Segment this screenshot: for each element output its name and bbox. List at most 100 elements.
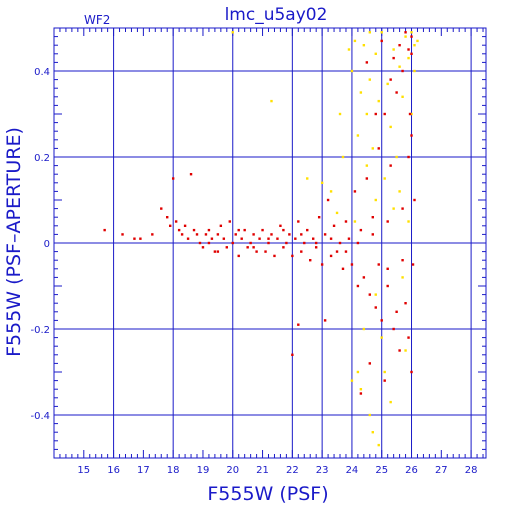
data-point xyxy=(362,276,366,279)
data-point xyxy=(350,263,354,266)
data-point xyxy=(374,198,377,202)
data-point xyxy=(410,31,413,34)
data-point xyxy=(282,228,285,232)
data-point xyxy=(362,44,366,47)
data-point xyxy=(338,241,342,245)
data-point xyxy=(335,250,339,253)
data-point xyxy=(416,39,419,43)
data-point xyxy=(314,246,318,249)
data-point xyxy=(356,134,360,137)
y-tick-label: 0 xyxy=(44,239,50,250)
y-tick-label: -0.2 xyxy=(30,325,50,336)
x-tick-labels: 15 16 17 18 19 20 21 22 23 24 25 26 27 28 xyxy=(77,465,477,476)
data-point xyxy=(398,349,401,352)
data-point xyxy=(411,263,415,266)
data-point xyxy=(410,112,413,116)
data-point xyxy=(386,284,389,288)
x-axis-title: F555W (PSF) xyxy=(207,483,328,505)
data-point xyxy=(312,237,315,240)
data-point xyxy=(377,443,380,447)
data-point xyxy=(410,134,413,137)
data-point xyxy=(237,254,240,258)
data-point xyxy=(353,190,357,193)
data-point xyxy=(383,370,386,374)
data-point xyxy=(410,52,413,55)
data-point xyxy=(365,112,369,116)
data-point xyxy=(261,228,264,232)
data-point xyxy=(356,370,360,374)
data-point xyxy=(177,228,181,232)
data-point xyxy=(282,246,285,249)
data-point xyxy=(270,99,273,103)
data-point xyxy=(389,400,392,404)
data-point xyxy=(326,198,330,202)
data-point xyxy=(264,250,267,253)
data-point xyxy=(386,267,389,270)
data-point xyxy=(231,31,234,34)
data-point xyxy=(383,112,386,116)
data-point xyxy=(398,190,401,193)
data-point xyxy=(151,233,154,236)
data-point xyxy=(252,233,255,236)
data-point xyxy=(353,39,357,43)
data-point xyxy=(225,246,228,249)
x-tick-label: 20 xyxy=(226,465,239,476)
data-point xyxy=(389,164,392,167)
data-point xyxy=(204,233,208,236)
x-tick-label: 23 xyxy=(316,465,329,476)
data-point xyxy=(210,237,214,240)
data-point xyxy=(341,267,345,270)
data-point xyxy=(359,388,363,391)
data-point xyxy=(198,241,202,245)
x-tick-label: 24 xyxy=(346,465,359,476)
x-tick-label: 17 xyxy=(137,465,150,476)
data-point xyxy=(323,319,327,322)
data-point xyxy=(166,216,169,219)
data-point xyxy=(297,220,300,223)
data-point xyxy=(395,91,398,94)
data-point xyxy=(103,228,106,232)
x-tick-label: 22 xyxy=(286,465,299,476)
data-point xyxy=(368,413,372,417)
data-point xyxy=(306,228,309,232)
data-point xyxy=(276,237,279,240)
data-point xyxy=(303,241,306,245)
data-point xyxy=(389,78,392,81)
x-tick-label: 18 xyxy=(167,465,180,476)
data-point xyxy=(401,95,404,98)
data-point xyxy=(371,431,374,434)
data-point xyxy=(398,65,401,68)
data-point xyxy=(171,177,175,180)
data-point xyxy=(407,336,410,339)
data-point xyxy=(243,228,246,232)
data-point xyxy=(329,190,333,193)
data-point xyxy=(231,241,234,245)
data-point xyxy=(189,173,193,176)
x-tick-label: 28 xyxy=(465,465,478,476)
chart-subtitle: WF2 xyxy=(84,13,110,27)
data-point xyxy=(371,216,374,219)
data-point xyxy=(395,155,398,159)
data-point xyxy=(377,99,380,103)
data-point xyxy=(401,69,404,73)
data-point xyxy=(252,246,255,249)
plot-frame xyxy=(53,27,487,459)
x-tick-label: 19 xyxy=(197,465,210,476)
data-point xyxy=(329,254,333,258)
data-point xyxy=(368,31,372,34)
data-point xyxy=(368,362,372,365)
data-point xyxy=(350,69,354,73)
y-tick-label: 0.4 xyxy=(34,67,50,78)
data-point xyxy=(386,82,389,86)
data-point xyxy=(347,237,351,240)
data-point xyxy=(408,112,412,116)
data-point xyxy=(356,284,360,288)
data-point xyxy=(398,44,401,47)
data-point xyxy=(240,237,243,240)
data-point xyxy=(410,370,413,374)
data-point xyxy=(228,220,231,223)
data-point xyxy=(407,48,410,51)
data-point xyxy=(314,241,318,245)
y-axis-title: F555W (PSF–APERTURE) xyxy=(3,127,25,357)
x-tick-label: 15 xyxy=(77,465,90,476)
